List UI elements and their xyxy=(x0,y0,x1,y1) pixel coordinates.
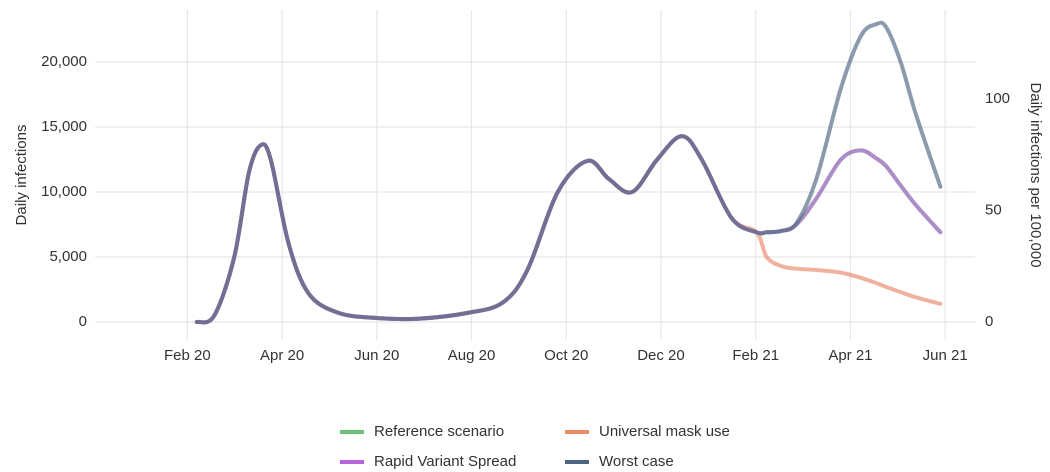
grid xyxy=(95,10,975,340)
x-tick-label: Jun 20 xyxy=(354,347,399,364)
y-axis-label: Daily infections xyxy=(13,125,30,226)
x-tick-label: Feb 21 xyxy=(732,347,779,364)
x-tick-label: Apr 20 xyxy=(260,347,304,364)
y-tick-label: 20,000 xyxy=(41,53,87,70)
y2-axis-label: Daily infections per 100,000 xyxy=(1027,82,1044,267)
y-tick-label: 10,000 xyxy=(41,183,87,200)
legend-label: Reference scenario xyxy=(374,423,504,440)
legend-label: Worst case xyxy=(599,453,674,470)
x-tick-label: Dec 20 xyxy=(637,347,685,364)
legend-label: Universal mask use xyxy=(599,423,730,440)
x-tick-label: Apr 21 xyxy=(828,347,872,364)
y-tick-label: 0 xyxy=(79,313,87,330)
x-tick-label: Jun 21 xyxy=(923,347,968,364)
x-tick-label: Aug 20 xyxy=(448,347,496,364)
y2-tick-label: 0 xyxy=(985,313,993,330)
legend: Reference scenario Universal mask use Rapi… xyxy=(340,423,730,470)
legend-label: Rapid Variant Spread xyxy=(374,453,516,470)
y2-tick-label: 50 xyxy=(985,201,1002,218)
series-line xyxy=(194,20,943,325)
y2-tick-label: 100 xyxy=(985,90,1010,107)
y-tick-label: 15,000 xyxy=(41,118,87,135)
x-tick-label: Feb 20 xyxy=(164,347,211,364)
x-tick-label: Oct 20 xyxy=(544,347,588,364)
y-tick-label: 5,000 xyxy=(49,248,87,265)
